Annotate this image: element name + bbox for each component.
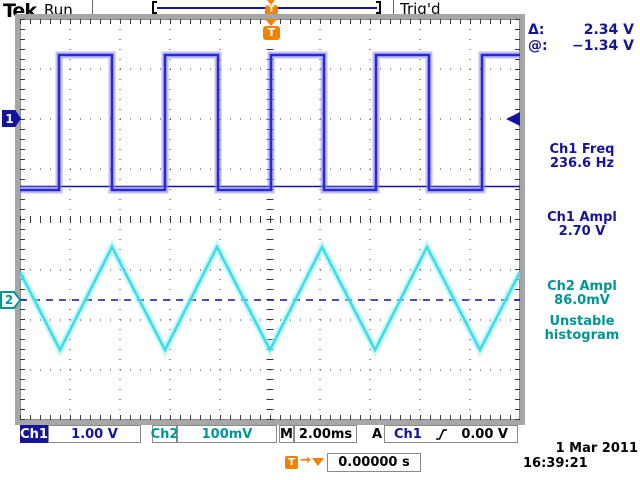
waveform-display	[20, 19, 520, 420]
topbar-divider	[393, 0, 394, 16]
trigger-t-icon: T	[263, 26, 280, 40]
measurement-value: 86.0mV	[554, 293, 610, 308]
trigger-status: Trig'd	[400, 0, 441, 18]
measurement-name: Ch1 Freq	[549, 142, 615, 157]
timebase-value: 2.00ms	[294, 425, 357, 443]
waveform-ch1-square	[20, 53, 520, 192]
cursor-delta-label: Δ:	[528, 22, 545, 38]
ch1-vertical-scale: 1.00 V	[48, 425, 141, 443]
ch2-vertical-scale: 100mV	[177, 425, 277, 443]
cursor-readout: Δ: 2.34 V @: −1.34 V	[526, 22, 638, 54]
measurement-ch1-freq: Ch1 Freq 236.6 Hz	[526, 143, 638, 171]
measurement-warning: histogram	[544, 328, 620, 343]
trigger-t-icon: T	[265, 5, 278, 16]
trigger-mode-label: A	[371, 426, 383, 442]
waveform-traces	[20, 51, 520, 358]
trigger-position-marker: T	[263, 19, 280, 40]
ch2-ground-marker: 2	[0, 291, 21, 309]
ch2-channel-tag: Ch2	[150, 425, 179, 443]
timebase-m-label: M	[279, 425, 294, 443]
measurement-warning: Unstable	[549, 314, 615, 329]
measurement-ch1-ampl: Ch1 Ampl 2.70 V	[526, 211, 638, 239]
ch2-ground-marker-label: 2	[2, 293, 19, 307]
cursor-at-label: @:	[528, 38, 548, 54]
waveform-ch2-triangle	[20, 239, 520, 358]
trigger-t-icon: T	[285, 456, 298, 469]
ch1-ground-marker: 1	[2, 110, 21, 127]
waveform-ch2-triangle	[20, 244, 520, 353]
down-triangle-icon	[312, 458, 324, 466]
rising-edge-icon	[436, 428, 448, 440]
measurement-name: Ch1 Ampl	[547, 210, 617, 225]
topbar-divider	[92, 0, 93, 16]
cursor-at-value: −1.34 V	[572, 38, 634, 54]
trigger-position-readout: 0.00000 s	[327, 453, 421, 472]
measurement-value: 236.6 Hz	[549, 156, 615, 171]
trigger-level-arrow-icon	[506, 112, 520, 126]
record-view-left-bracket	[152, 1, 157, 14]
datetime-readout: 1 Mar 2011 16:39:21	[520, 441, 638, 471]
date: 1 Mar 2011	[555, 441, 638, 456]
trigger-readout: Ch1 0.00 V	[384, 425, 518, 443]
time: 16:39:21	[523, 456, 588, 471]
trigger-position-marker-record-view: T	[265, 0, 278, 16]
trigger-arrow-down-icon	[267, 0, 275, 5]
measurement-name: Ch2 Ampl	[547, 279, 617, 294]
measurement-value: 2.70 V	[558, 224, 606, 239]
trigger-level-value: 0.00 V	[461, 426, 508, 442]
measurement-ch2-ampl: Ch2 Ampl 86.0mV Unstable histogram	[526, 280, 638, 343]
record-view-right-bracket	[376, 1, 381, 14]
cursor-delta-value: 2.34 V	[583, 22, 634, 38]
trigger-source: Ch1	[394, 426, 422, 442]
right-arrow-icon: →	[300, 453, 311, 468]
trigger-arrow-down-icon	[265, 19, 277, 26]
ch1-channel-tag: Ch1	[20, 425, 48, 443]
